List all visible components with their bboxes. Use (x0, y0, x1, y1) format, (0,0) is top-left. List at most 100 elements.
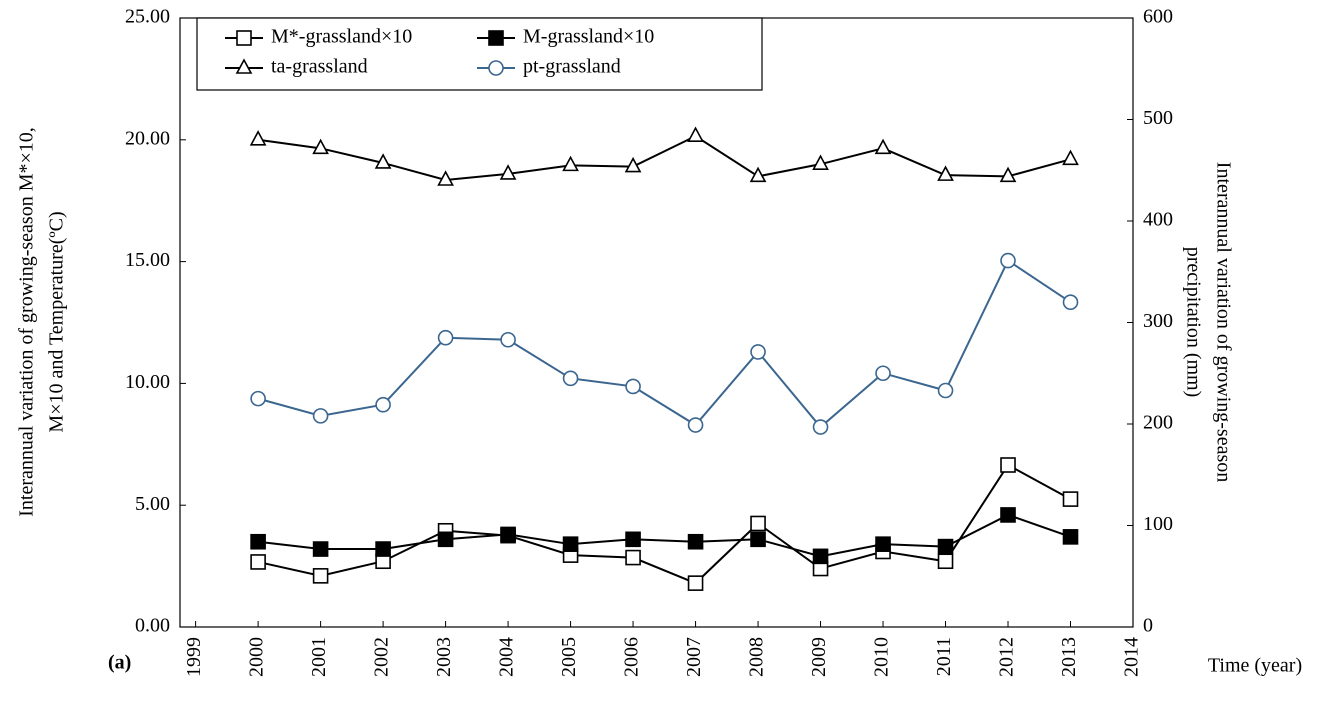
marker (437, 329, 454, 346)
marker (937, 538, 954, 555)
y-tick-label: 20.00 (125, 127, 170, 149)
y-tick-label: 5.00 (135, 493, 170, 515)
marker (1062, 491, 1079, 507)
y2-axis-label: Interannual variation of growing-season (1212, 162, 1234, 482)
x-tick-label: 2012 (996, 637, 1018, 677)
legend-marker (236, 30, 252, 46)
marker (937, 165, 954, 181)
marker (562, 536, 579, 552)
y-tick-label: 0.00 (135, 615, 170, 637)
x-tick-label: 2009 (808, 637, 830, 677)
x-tick-label: 1999 (183, 637, 205, 677)
marker (625, 549, 641, 566)
marker (437, 531, 454, 548)
y-axis-label: M×10 and Temperature(ºC) (46, 211, 68, 432)
x-tick-label: 2008 (746, 637, 768, 677)
marker (750, 531, 766, 548)
marker (687, 533, 704, 550)
series-line (257, 259, 1072, 429)
y-axis-label: Interannual variation of growing-season … (16, 127, 38, 517)
marker (749, 166, 767, 183)
marker (312, 568, 329, 584)
marker (875, 365, 891, 382)
y2-tick-label: 100 (1143, 513, 1173, 535)
marker (312, 408, 329, 424)
y2-tick-label: 400 (1143, 209, 1173, 231)
marker (812, 548, 829, 565)
y2-tick-label: 200 (1143, 412, 1173, 434)
marker (750, 344, 766, 360)
marker (312, 138, 329, 155)
marker (687, 417, 704, 433)
marker (374, 153, 392, 169)
x-tick-label: 2014 (1121, 637, 1143, 677)
marker (1062, 529, 1079, 545)
marker (500, 331, 516, 348)
marker (250, 554, 266, 570)
x-tick-label: 2003 (433, 637, 455, 677)
marker (875, 536, 891, 552)
marker (1062, 149, 1079, 166)
legend-box (196, 17, 763, 91)
marker (624, 156, 642, 173)
x-tick-label: 2002 (371, 637, 393, 677)
y2-axis-label: precipitation (mm) (1182, 247, 1204, 398)
marker (625, 378, 641, 395)
marker (437, 170, 454, 186)
marker (375, 541, 391, 557)
marker (999, 166, 1017, 183)
series-line (257, 135, 1071, 182)
marker (562, 155, 579, 172)
marker (250, 390, 266, 407)
x-tick-label: 2000 (246, 637, 268, 677)
series-line (257, 513, 1071, 558)
series-line (257, 463, 1071, 585)
marker (1000, 252, 1016, 269)
legend-label: M*-grassland×10 (271, 26, 412, 48)
marker (874, 138, 892, 155)
legend-label: M-grassland×10 (523, 26, 654, 48)
y-tick-label: 15.00 (125, 249, 170, 271)
x-tick-label: 2004 (496, 637, 518, 677)
x-tick-label: 2005 (558, 637, 580, 677)
y2-tick-label: 600 (1143, 6, 1173, 28)
marker (500, 526, 516, 543)
x-axis-label: Time (year) (1208, 655, 1302, 677)
legend-marker (235, 58, 253, 74)
marker (625, 531, 641, 548)
legend-label: ta-grassland (271, 56, 368, 78)
marker (312, 541, 329, 557)
plot-frame (179, 17, 1134, 628)
legend-marker (488, 60, 504, 76)
x-tick-label: 2006 (621, 637, 643, 677)
marker (1000, 507, 1016, 523)
marker (1062, 294, 1079, 311)
x-tick-label: 2007 (683, 637, 705, 677)
marker (937, 553, 954, 570)
x-tick-label: 2010 (871, 637, 893, 677)
marker (750, 515, 766, 532)
marker (937, 382, 954, 399)
panel-label: (a) (108, 652, 131, 674)
x-tick-label: 2013 (1058, 637, 1080, 677)
y2-tick-label: 500 (1143, 107, 1173, 129)
marker (812, 419, 829, 435)
marker (812, 154, 829, 170)
marker (562, 370, 579, 387)
y-tick-label: 25.00 (125, 6, 170, 28)
marker (687, 575, 704, 591)
marker (250, 533, 266, 550)
y2-tick-label: 0 (1143, 615, 1153, 637)
legend-marker (488, 30, 504, 46)
marker (499, 164, 517, 180)
y2-tick-label: 300 (1143, 310, 1173, 332)
x-tick-label: 2011 (933, 637, 955, 676)
marker (1000, 457, 1016, 473)
marker (249, 130, 267, 146)
marker (375, 396, 391, 413)
x-tick-label: 2001 (308, 637, 330, 677)
legend-label: pt-grassland (523, 56, 621, 78)
y-tick-label: 10.00 (125, 371, 170, 393)
marker (687, 126, 704, 142)
